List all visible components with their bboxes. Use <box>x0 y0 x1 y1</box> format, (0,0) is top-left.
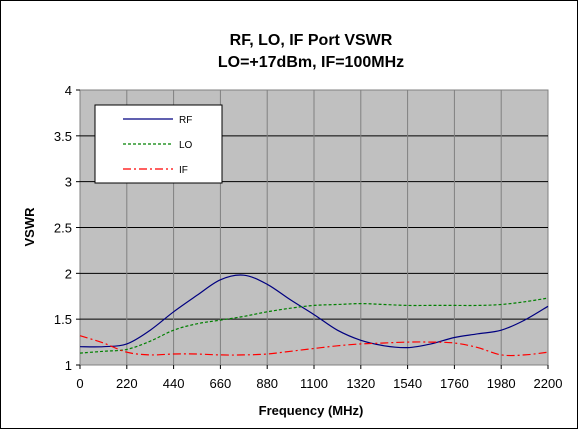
y-tick-label: 1 <box>65 358 72 373</box>
x-axis-title: Frequency (MHz) <box>259 403 364 418</box>
y-tick-label: 2.5 <box>54 221 72 236</box>
x-tick-label: 440 <box>163 376 185 391</box>
series-line-lo <box>79 297 549 354</box>
chart-title: RF, LO, IF Port VSWR <box>230 32 393 49</box>
y-tick-label: 3.5 <box>54 129 72 144</box>
series-lines <box>79 274 549 357</box>
x-tick-label: 1760 <box>440 376 469 391</box>
x-tick-label: 1100 <box>300 376 328 391</box>
legend-label-rf: RF <box>179 115 192 126</box>
y-tick-label: 1.5 <box>54 312 72 327</box>
x-tick-label: 1320 <box>346 376 375 391</box>
y-tick-label: 2 <box>65 266 72 281</box>
legend-label-lo: LO <box>179 140 193 151</box>
x-tick-label: 2200 <box>534 376 563 391</box>
series-line-rf <box>79 274 549 349</box>
x-tick-label: 1980 <box>487 376 516 391</box>
legend-label-if: IF <box>179 165 188 176</box>
chart-subtitle: LO=+17dBm, IF=100MHz <box>218 54 404 71</box>
x-tick-label: 0 <box>76 376 83 391</box>
grid-lines <box>80 90 548 365</box>
x-tick-label: 880 <box>256 376 278 391</box>
series-line-if <box>79 335 549 357</box>
y-axis-title: VSWR <box>22 207 37 247</box>
x-tick-labels: 0 220 440 660 880 1100 1320 1540 1760 1980 2200 <box>76 365 562 391</box>
x-tick-label: 660 <box>210 376 232 391</box>
y-tick-label: 4 <box>65 83 72 98</box>
x-tick-label: 220 <box>116 376 138 391</box>
y-tick-label: 3 <box>65 175 72 190</box>
y-tick-labels: 1 1.5 2 2.5 3 3.5 4 <box>54 83 80 373</box>
legend: RF LO IF <box>94 104 223 184</box>
x-tick-label: 1540 <box>393 376 422 391</box>
